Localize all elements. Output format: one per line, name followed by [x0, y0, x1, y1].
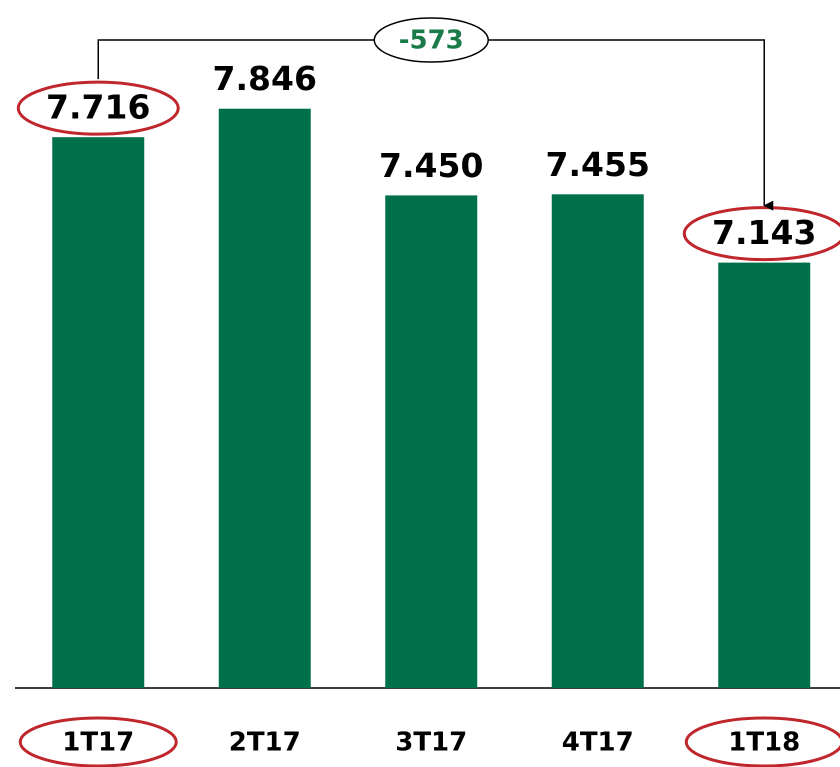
category-highlight — [18, 716, 178, 767]
bar — [718, 262, 811, 688]
category-highlight — [684, 716, 840, 767]
bar — [551, 194, 644, 688]
x-tick-label: 1T17 — [62, 728, 134, 758]
x-tick-label: 4T17 — [562, 728, 634, 758]
bar — [218, 108, 311, 689]
annotation: -573 — [399, 26, 464, 56]
bar — [385, 195, 478, 689]
value-highlight — [16, 80, 180, 136]
x-tick-label: 3T17 — [395, 728, 467, 758]
bar — [52, 137, 145, 688]
value-label: 7.450 — [379, 146, 483, 185]
value-label: 7.143 — [712, 213, 816, 252]
value-label: 7.455 — [546, 145, 650, 184]
value-label: 7.716 — [46, 88, 150, 127]
x-tick-label: 1T18 — [728, 728, 800, 758]
value-label: 7.846 — [213, 59, 317, 98]
x-tick-label: 2T17 — [229, 728, 301, 758]
annotation-bubble — [373, 17, 489, 63]
